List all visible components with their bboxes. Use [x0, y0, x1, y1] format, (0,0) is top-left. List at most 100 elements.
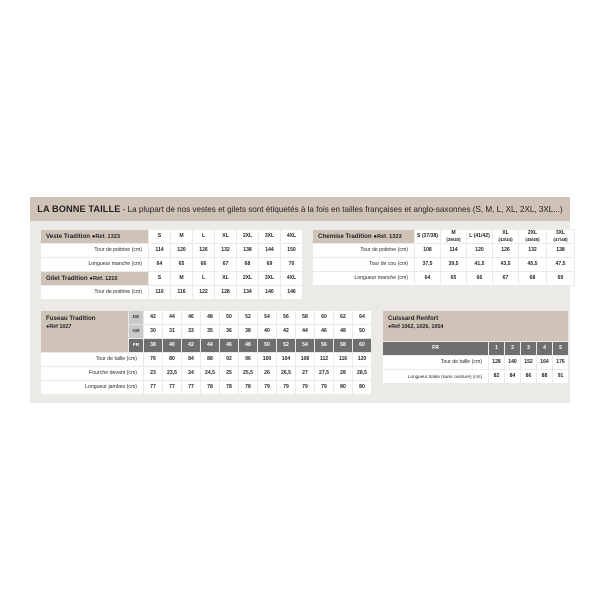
- chemise-row-1-label: Tour de cou (cm): [312, 256, 415, 272]
- fuseau-row-2-v3: 78: [200, 379, 220, 395]
- fuseau-de-row: Fuseau Tradition ●Réf 1027 DE 42 44 46 4…: [40, 309, 372, 353]
- chemise-size-3xl-main: 3XL: [555, 229, 566, 236]
- fuseau-key-gb: GB: [128, 323, 144, 339]
- table-row: Longueur totale (sans ceinture) (cm) 82 …: [382, 368, 570, 384]
- table-row: Longueur manche (cm) 64 65 66 67 68 69: [312, 270, 575, 286]
- fuseau-de-v1: 44: [162, 309, 182, 325]
- cuissard-size-4: 4: [536, 340, 553, 356]
- fuseau-fr-v2: 42: [181, 337, 201, 353]
- gilet-ref: Réf. 1215: [92, 275, 118, 282]
- fuseau-row-0-label: Tour de taille (cm): [40, 351, 144, 367]
- cuissard-ref-line: ●Réf 1062, 1026, 1054: [388, 324, 563, 332]
- fuseau-row-2-v10: 80: [333, 379, 353, 395]
- chemise-size-3xl: 3XL (47/48): [546, 228, 575, 244]
- veste-title-cell: Veste Tradition ●Réf. 1323: [40, 228, 149, 244]
- veste-gilet-table: Veste Tradition ●Réf. 1323 S M L XL 2XL …: [40, 228, 303, 300]
- table-row: Tour de poitrine (cm) 114 120 126 132 13…: [40, 242, 303, 258]
- fuseau-key-de: DE: [128, 309, 144, 325]
- chemise-size-2xl-main: 2XL: [527, 229, 538, 236]
- fuseau-de-v9: 60: [314, 309, 334, 325]
- cuissard-row-1-v2: 86: [520, 368, 537, 384]
- chemise-row-0-label: Tour de poitrine (cm): [312, 242, 415, 258]
- cuissard-row-0-v1: 140: [504, 354, 521, 370]
- fuseau-row-1-v10: 28: [333, 365, 353, 381]
- veste-row-1-v1: 65: [170, 256, 193, 272]
- fuseau-row-2-v8: 79: [295, 379, 315, 395]
- fuseau-row-0-v6: 100: [257, 351, 277, 367]
- cuissard-row-1-v4: 91: [551, 368, 570, 384]
- chemise-size-m: M (39/40): [440, 228, 467, 244]
- fuseau-ref: Réf 1027: [49, 323, 72, 330]
- chemise-size-2xl-sub: (45/46): [525, 236, 540, 242]
- chemise-row-1-v3: 43,5: [492, 256, 519, 272]
- chemise-size-m-sub: (39/40): [446, 236, 461, 242]
- veste-row-1-v0: 64: [148, 256, 171, 272]
- gilet-size-xl: XL: [214, 270, 237, 286]
- tables-row-bottom: Fuseau Tradition ●Réf 1027 DE 42 44 46 4…: [30, 300, 570, 395]
- veste-row-1-v3: 67: [214, 256, 237, 272]
- chemise-size-xl-main: XL: [502, 229, 509, 236]
- gilet-title-cell: Gilet Tradition ●Réf. 1215: [40, 270, 149, 286]
- fuseau-gb-v5: 38: [238, 323, 258, 339]
- fuseau-row-2-v1: 77: [162, 379, 182, 395]
- cuissard-size-5: 5: [551, 340, 570, 356]
- gilet-size-l: L: [192, 270, 215, 286]
- fuseau-row-0-v7: 104: [276, 351, 296, 367]
- veste-size-2xl: 2XL: [236, 228, 259, 244]
- fuseau-gb-v8: 44: [295, 323, 315, 339]
- fuseau-fr-v1: 40: [162, 337, 182, 353]
- table-row: Tour de taille (cm) 76 80 84 88 92 96 10…: [40, 351, 372, 367]
- fuseau-gb-v7: 42: [276, 323, 296, 339]
- fuseau-row-0-v4: 92: [219, 351, 239, 367]
- chemise-size-xl: XL (43/44): [492, 228, 519, 244]
- bullet-icon: ●: [388, 323, 392, 330]
- cuissard-ref: Réf 1062, 1026, 1054: [391, 323, 444, 330]
- fuseau-de-v5: 52: [238, 309, 258, 325]
- chemise-row-0-v5: 138: [546, 242, 575, 258]
- fuseau-row-0-v0: 76: [143, 351, 163, 367]
- cuissard-row-0-v0: 128: [488, 354, 505, 370]
- fuseau-de-v3: 48: [200, 309, 220, 325]
- veste-row-0-v2: 126: [192, 242, 215, 258]
- fuseau-row-1-v2: 24: [181, 365, 201, 381]
- chemise-row-2-v3: 67: [492, 270, 519, 286]
- fuseau-row-0-v1: 80: [162, 351, 182, 367]
- chemise-row-0-v0: 108: [414, 242, 441, 258]
- table-row: Tour de taille (cm) 128 140 152 164 176: [382, 354, 570, 370]
- cuissard-size-2: 2: [504, 340, 521, 356]
- fuseau-de-v4: 50: [219, 309, 239, 325]
- fuseau-fr-v0: 38: [143, 337, 163, 353]
- table-row: Longueur jambes (cm) 77 77 77 78 78 78 7…: [40, 379, 372, 395]
- cuissard-row-1-v1: 84: [504, 368, 521, 384]
- fuseau-fr-v6: 50: [257, 337, 277, 353]
- fuseau-row-0-v2: 84: [181, 351, 201, 367]
- chemise-row-1-v2: 41,5: [466, 256, 493, 272]
- fuseau-row-1-v11: 28,5: [352, 365, 372, 381]
- fuseau-de-v8: 58: [295, 309, 315, 325]
- fuseau-fr-v7: 52: [276, 337, 296, 353]
- fuseau-row-1-v4: 25: [219, 365, 239, 381]
- cuissard-row-0-v2: 152: [520, 354, 537, 370]
- chemise-ref: Réf. 1323: [377, 233, 402, 240]
- fuseau-fr-v9: 56: [314, 337, 334, 353]
- fuseau-fr-v10: 58: [333, 337, 353, 353]
- banner-subtitle: La plupart de nos vestes et gilets sont …: [127, 205, 563, 215]
- fuseau-gb-v6: 40: [257, 323, 277, 339]
- fuseau-row-0-v3: 88: [200, 351, 220, 367]
- veste-row-0-v5: 144: [258, 242, 281, 258]
- fuseau-gb-v0: 30: [143, 323, 163, 339]
- fuseau-row-1-v7: 26,5: [276, 365, 296, 381]
- chart-banner: LA BONNE TAILLE - La plupart de nos vest…: [30, 197, 570, 221]
- bullet-icon: ●: [46, 323, 50, 330]
- fuseau-row-2-v7: 79: [276, 379, 296, 395]
- fuseau-fr-row: FR 38 40 42 44 46 48 50 52 54 56 58: [41, 337, 372, 353]
- fuseau-de-v6: 54: [257, 309, 277, 325]
- table-row: Tour de poitrine (cm) 110 116 122 128 13…: [40, 284, 303, 300]
- table-row: Tour de poitrine (cm) 108 114 120 126 13…: [312, 242, 575, 258]
- veste-row-1-v6: 70: [280, 256, 303, 272]
- gilet-title: Gilet Tradition: [46, 274, 88, 282]
- chemise-size-3xl-sub: (47/48): [553, 236, 568, 242]
- fuseau-row-1-v3: 24,5: [200, 365, 220, 381]
- chemise-size-l-main: L (41/42): [469, 232, 490, 239]
- veste-header-row: Veste Tradition ●Réf. 1323 S M L XL 2XL …: [40, 228, 303, 244]
